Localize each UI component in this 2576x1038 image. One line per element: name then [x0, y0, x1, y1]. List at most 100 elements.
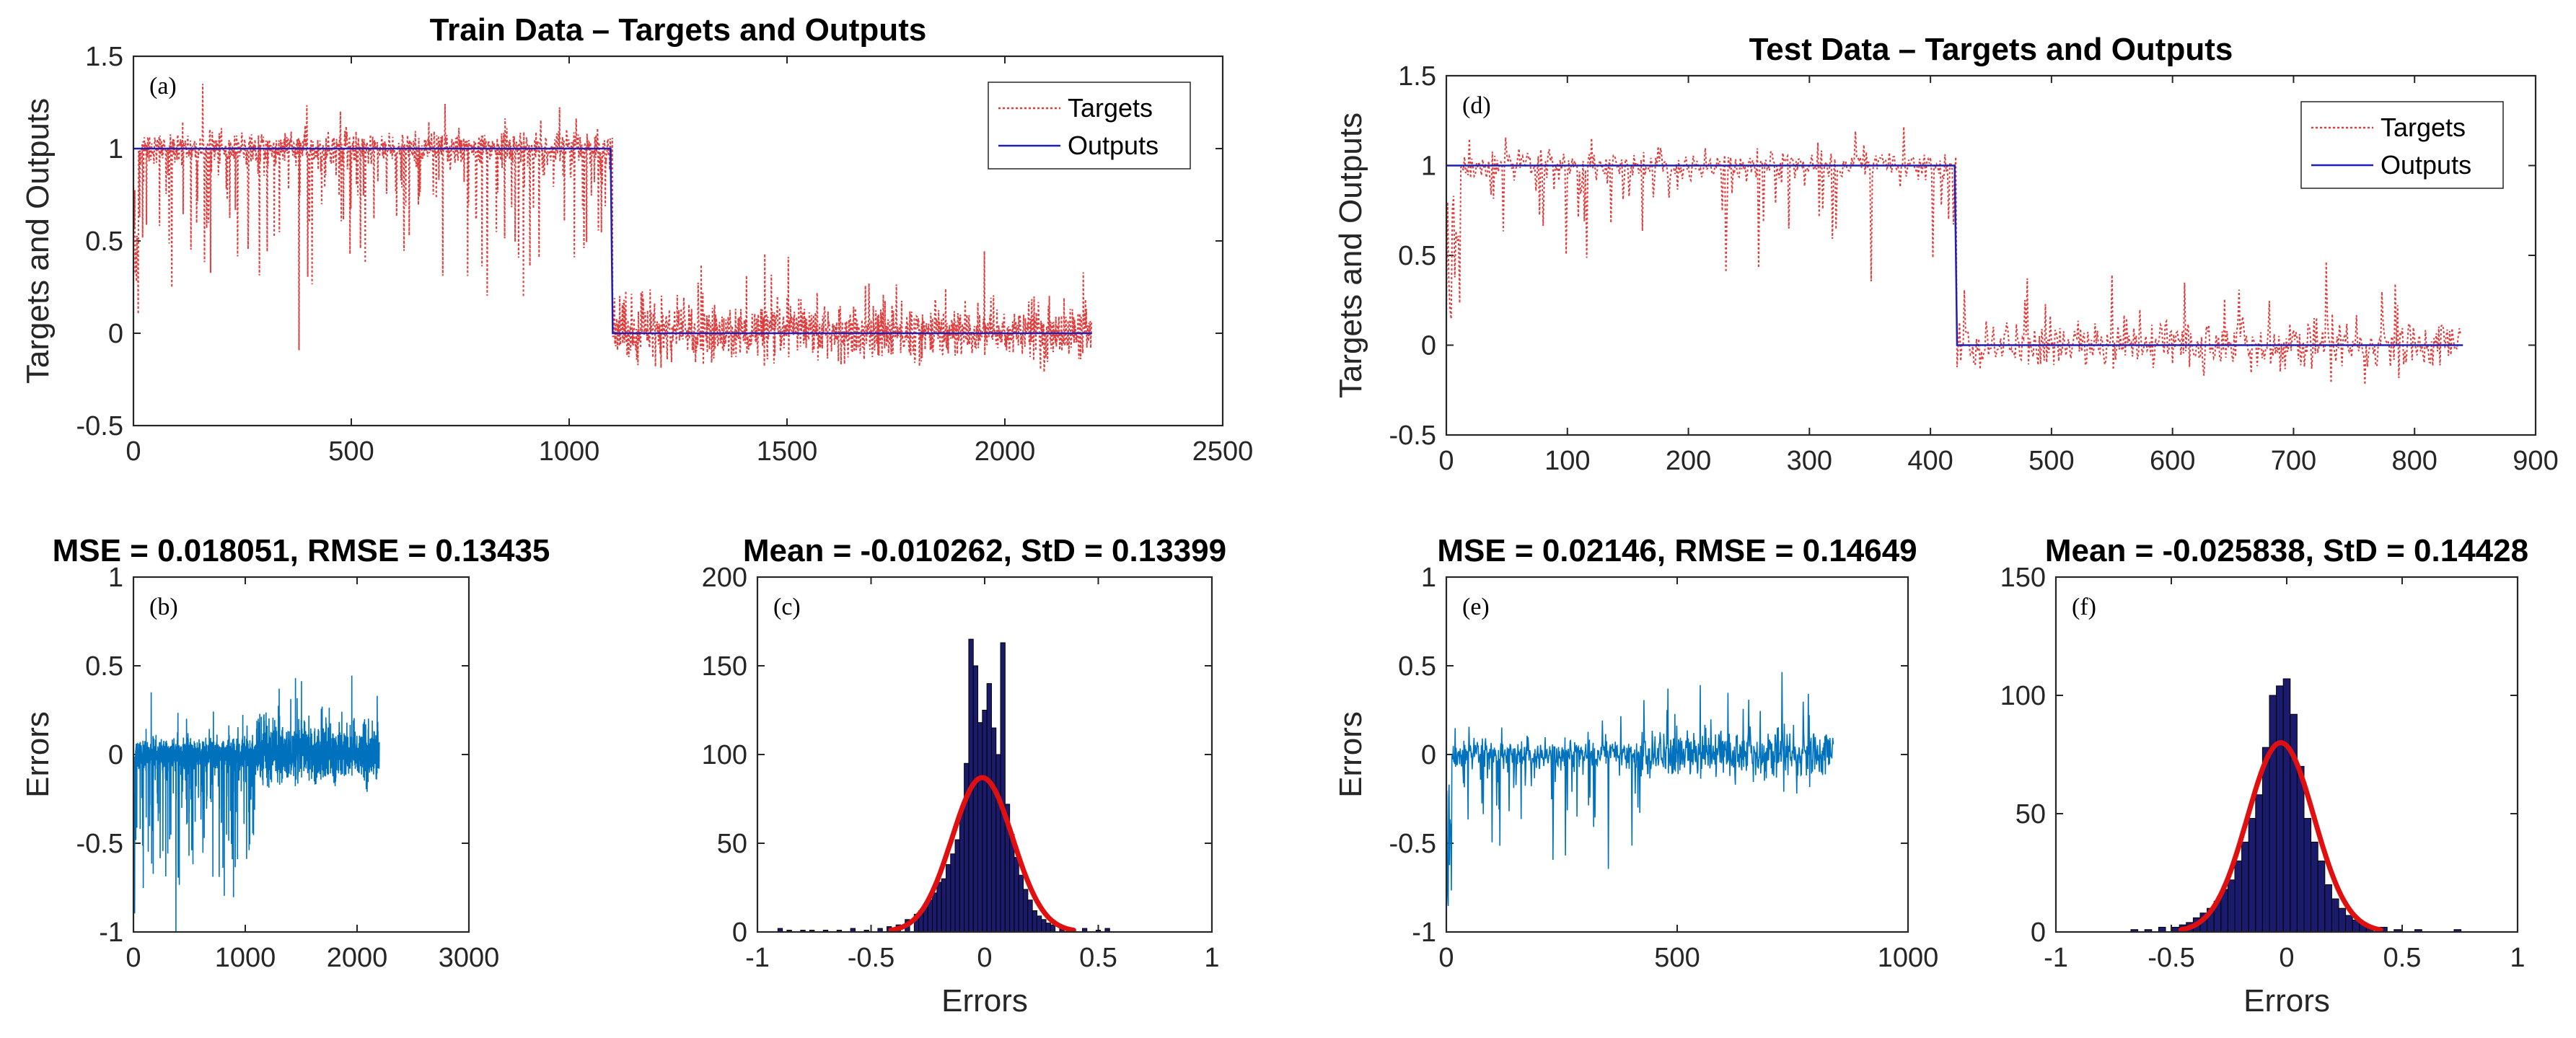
histogram-bar: [954, 839, 960, 933]
chart-title: MSE = 0.018051, RMSE = 0.13435: [53, 533, 550, 568]
y-tick-label: 0.5: [1398, 241, 1436, 271]
x-tick-label: 200: [1666, 446, 1711, 476]
x-tick-label: 0: [126, 436, 141, 467]
y-tick-label: -1: [99, 918, 123, 948]
y-tick-label: -0.5: [76, 411, 123, 441]
histogram-bar: [950, 853, 956, 933]
y-tick-label: 0: [732, 918, 747, 948]
histogram-bar: [2324, 884, 2332, 933]
y-tick-label: 1: [108, 563, 123, 593]
histogram-bar: [1027, 900, 1033, 933]
histogram-bar: [1050, 924, 1056, 933]
y-tick-label: 50: [717, 829, 747, 859]
legend-label-targets: Targets: [1068, 93, 1153, 123]
chart-title: Mean = -0.025838, StD = 0.14428: [2045, 533, 2528, 568]
y-axis-label: Targets and Outputs: [1333, 113, 1368, 398]
histogram-bar: [995, 754, 1001, 933]
x-tick-label: 500: [2028, 446, 2074, 476]
series-targets: [1446, 126, 2462, 385]
panel-tag: (c): [773, 594, 801, 620]
x-tick-label: 3000: [439, 943, 500, 973]
y-tick-label: 150: [2000, 563, 2046, 593]
y-tick-label: 150: [702, 651, 747, 682]
legend-label-targets: Targets: [2381, 113, 2466, 142]
chart-title: Train Data – Targets and Outputs: [430, 12, 927, 48]
histogram-bar: [2261, 747, 2270, 933]
y-tick-label: -0.5: [1389, 421, 1436, 451]
histogram-bar: [2276, 685, 2284, 933]
axes-frame: [132, 55, 1224, 427]
y-tick-label: 0.5: [85, 226, 123, 257]
x-tick-label: 500: [1654, 943, 1700, 973]
panel-tag: (d): [1462, 92, 1491, 119]
panel-tag: (e): [1462, 594, 1490, 620]
histogram-bar: [2227, 879, 2236, 933]
legend-label-outputs: Outputs: [2381, 150, 2471, 180]
histogram-bar: [1009, 834, 1015, 933]
series-targets: [133, 84, 1093, 372]
legend: Targets Outputs: [2300, 101, 2504, 189]
x-tick-label: 1: [2510, 943, 2525, 973]
histogram-bar: [1032, 910, 1037, 933]
histogram-bar: [986, 683, 992, 933]
legend-box: [2300, 101, 2504, 189]
x-tick-label: 600: [2150, 446, 2195, 476]
legend-box: [988, 82, 1191, 170]
histogram-bar: [941, 878, 946, 933]
y-tick-label: 200: [702, 563, 747, 593]
histogram-bar: [1018, 874, 1024, 933]
x-tick-label: 0.5: [1079, 943, 1117, 973]
x-tick-label: 2000: [975, 436, 1036, 467]
x-tick-label: -0.5: [2148, 943, 2194, 973]
histogram-bar: [2282, 678, 2291, 933]
tick-group: -1 -0.5 0 0.5 1 0 50 100 150 200: [702, 563, 1220, 973]
x-tick-label: 1000: [1878, 943, 1939, 973]
chart-title: Mean = -0.010262, StD = 0.13399: [743, 533, 1226, 568]
x-axis-label: Errors: [2243, 983, 2330, 1019]
x-tick-label: 2500: [1192, 436, 1254, 467]
y-tick-label: -1: [1412, 918, 1436, 948]
histogram-bars: [2130, 678, 2462, 933]
histogram-bar: [2248, 818, 2256, 933]
series-outputs: [133, 147, 1092, 335]
tick-group: 0 500 1000 1500 2000 2500-0.500.511.5: [76, 42, 1254, 467]
y-tick-label: 0: [108, 740, 123, 770]
y-axis-label: Errors: [20, 711, 56, 798]
x-tick-label: 0: [2279, 943, 2294, 973]
y-tick-label: -0.5: [76, 829, 123, 859]
x-tick-label: 0: [1438, 943, 1454, 973]
series-errors: [133, 675, 380, 933]
axes-frame: [2054, 576, 2519, 933]
tick-group: -1 -0.5 0 0.5 1 0 50 100 150: [2000, 563, 2526, 973]
axes-frame: [1445, 74, 2537, 436]
histogram-bar: [1041, 919, 1047, 933]
histogram-bar: [2317, 861, 2326, 933]
y-axis-label: Errors: [1333, 711, 1368, 798]
histogram-bar: [2331, 898, 2339, 933]
x-tick-label: 1000: [539, 436, 600, 467]
y-tick-label: 50: [2015, 799, 2046, 830]
x-tick-label: -0.5: [848, 943, 894, 973]
histogram-bar: [1036, 915, 1042, 933]
y-axis-label: Targets and Outputs: [20, 98, 56, 384]
y-tick-label: 0: [1421, 331, 1436, 361]
histogram-bar: [1000, 642, 1006, 933]
chart-title: Test Data – Targets and Outputs: [1749, 32, 2233, 67]
x-tick-label: 100: [1544, 446, 1590, 476]
y-tick-label: 100: [702, 740, 747, 770]
histogram-bar: [2234, 861, 2243, 933]
chart-title: MSE = 0.02146, RMSE = 0.14649: [1437, 533, 1917, 568]
histogram-bar: [936, 881, 942, 933]
y-tick-label: 1: [1421, 151, 1436, 182]
histogram-bar: [945, 864, 951, 933]
x-tick-label: 1: [1204, 943, 1219, 973]
x-tick-label: 900: [2513, 446, 2558, 476]
tick-group: 0 100 200 300 400 500 600 700 800 900-0.500.511.5: [1389, 61, 2559, 476]
series-errors: [1446, 672, 1834, 906]
gaussian-fit-curve: [888, 775, 1076, 933]
axes-frame: [132, 576, 470, 933]
y-tick-label: 0.5: [85, 651, 123, 682]
